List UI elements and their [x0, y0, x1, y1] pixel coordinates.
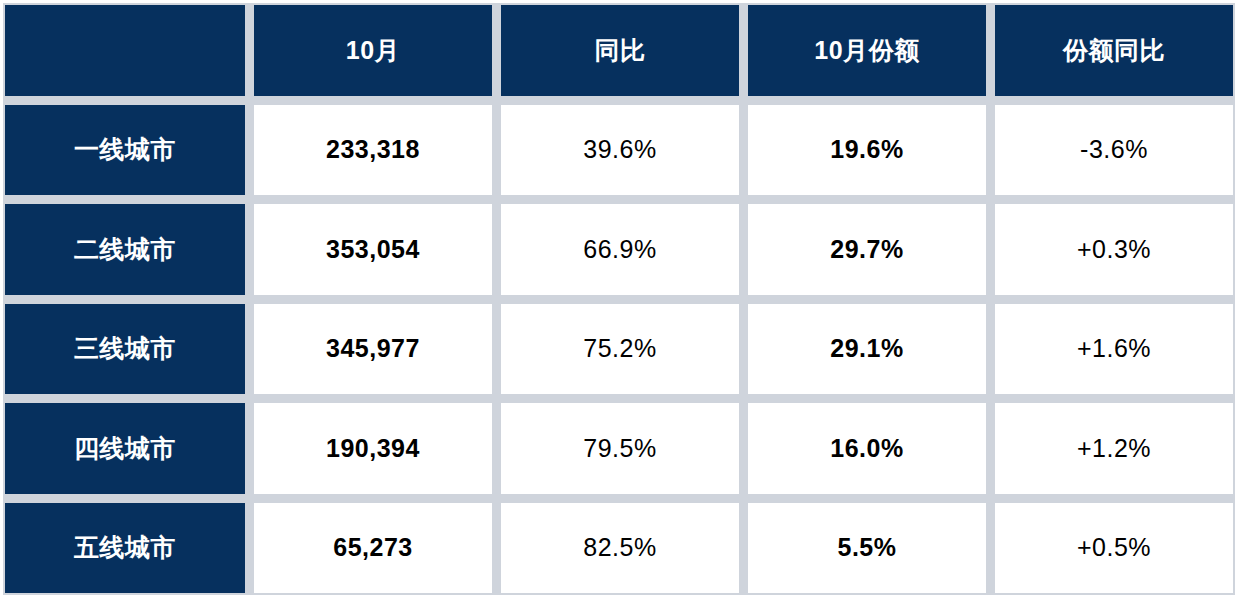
data-cell-tier3-share-yoy: +1.6% — [995, 304, 1233, 395]
data-cell-tier1-share: 19.6% — [748, 105, 986, 196]
table-screenshot: 10月 同比 10月份额 份额同比 一线城市 233,318 39.6% 19.… — [0, 0, 1238, 598]
row-label-tier2: 二线城市 — [5, 204, 245, 295]
data-cell-tier2-share: 29.7% — [748, 204, 986, 295]
data-cell-tier4-share-yoy: +1.2% — [995, 403, 1233, 494]
data-cell-tier5-yoy: 82.5% — [501, 503, 739, 594]
data-cell-tier5-october: 65,273 — [254, 503, 492, 594]
row-label-tier4: 四线城市 — [5, 403, 245, 494]
row-label-tier3: 三线城市 — [5, 304, 245, 395]
data-cell-tier4-october: 190,394 — [254, 403, 492, 494]
header-cell-october-share: 10月份额 — [748, 5, 986, 96]
data-cell-tier2-share-yoy: +0.3% — [995, 204, 1233, 295]
data-cell-tier2-yoy: 66.9% — [501, 204, 739, 295]
data-cell-tier5-share: 5.5% — [748, 503, 986, 594]
data-cell-tier5-share-yoy: +0.5% — [995, 503, 1233, 594]
data-cell-tier2-october: 353,054 — [254, 204, 492, 295]
data-cell-tier3-share: 29.1% — [748, 304, 986, 395]
data-cell-tier3-october: 345,977 — [254, 304, 492, 395]
header-cell-corner — [5, 5, 245, 96]
data-cell-tier1-yoy: 39.6% — [501, 105, 739, 196]
row-label-tier5: 五线城市 — [5, 503, 245, 594]
data-cell-tier1-october: 233,318 — [254, 105, 492, 196]
data-cell-tier4-share: 16.0% — [748, 403, 986, 494]
header-cell-october: 10月 — [254, 5, 492, 96]
header-cell-share-yoy: 份额同比 — [995, 5, 1233, 96]
city-tier-data-table: 10月 同比 10月份额 份额同比 一线城市 233,318 39.6% 19.… — [3, 3, 1235, 595]
row-label-tier1: 一线城市 — [5, 105, 245, 196]
data-cell-tier4-yoy: 79.5% — [501, 403, 739, 494]
header-cell-yoy: 同比 — [501, 5, 739, 96]
data-cell-tier3-yoy: 75.2% — [501, 304, 739, 395]
data-cell-tier1-share-yoy: -3.6% — [995, 105, 1233, 196]
